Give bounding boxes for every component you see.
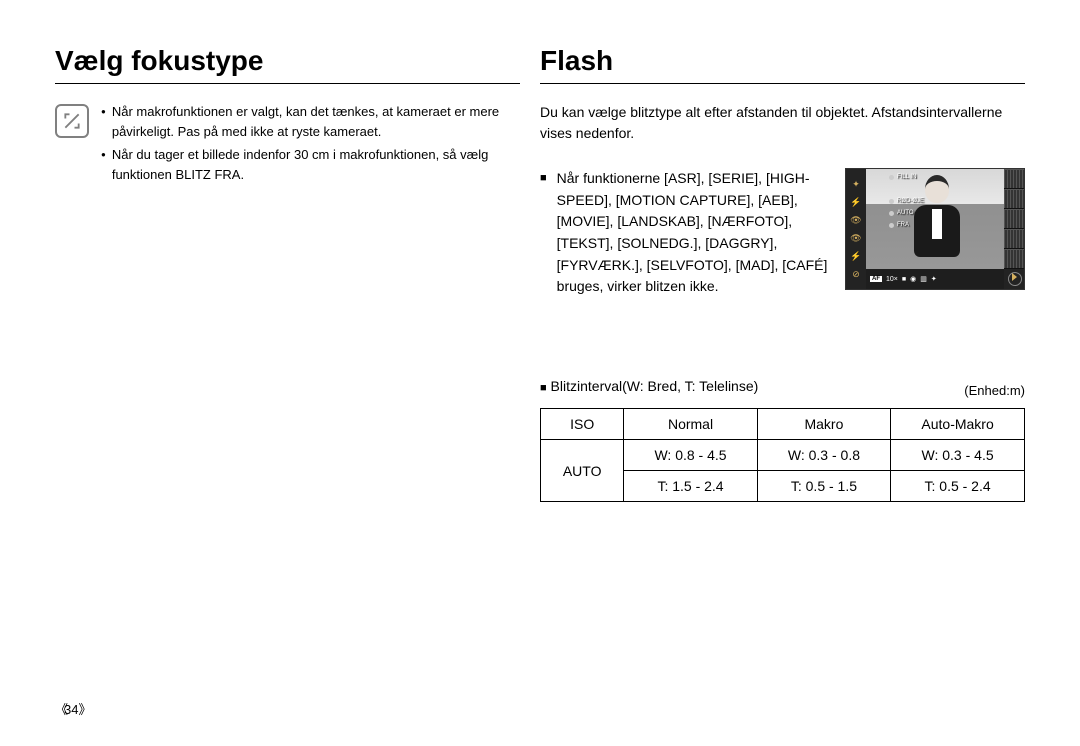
camera-lcd-preview: ✦ ⚡ 👁 👁 ⚡ ⊘ FILL IN RØD-ØJE AUTO xyxy=(845,168,1025,290)
bar-icon: ◉ xyxy=(910,275,916,283)
lcd-left-icons: ✦ ⚡ 👁 👁 ⚡ ⊘ xyxy=(846,169,866,289)
col-header: ISO xyxy=(541,409,624,440)
col-header: Auto-Makro xyxy=(891,409,1025,440)
cell: T: 0.5 - 2.4 xyxy=(891,471,1025,502)
note-icon xyxy=(55,104,89,138)
lcd-label: AUTO xyxy=(897,207,914,219)
note-bullets: Når makrofunktionen er valgt, kan det tæ… xyxy=(101,102,520,188)
lcd-icon: ⚡ xyxy=(848,197,864,208)
zoom-label: 10× xyxy=(886,276,898,283)
square-bullet-icon: ■ xyxy=(540,168,547,188)
right-title: Flash xyxy=(540,45,1025,84)
interval-table-block: ■ Blitzinterval(W: Bred, T: Telelinse) (… xyxy=(540,378,1025,502)
col-header: Normal xyxy=(624,409,757,440)
cell: W: 0.3 - 4.5 xyxy=(891,440,1025,471)
interval-table: ISO Normal Makro Auto-Makro AUTO W: 0.8 … xyxy=(540,408,1025,502)
note-block: Når makrofunktionen er valgt, kan det tæ… xyxy=(55,102,520,188)
lcd-icon: ✦ xyxy=(848,179,864,190)
table-header-row: ISO Normal Makro Auto-Makro xyxy=(541,409,1025,440)
lcd-label: RØD-ØJE xyxy=(897,195,924,207)
lcd-icon: 👁 xyxy=(848,233,864,244)
lcd-overlay-labels: FILL IN RØD-ØJE AUTO FRA xyxy=(889,171,924,231)
note-bullet-text: Når du tager et billede indenfor 30 cm i… xyxy=(112,145,520,184)
left-column: Vælg fokustype Når makrofunktionen er va… xyxy=(55,45,520,502)
right-column: Flash Du kan vælge blitztype alt efter a… xyxy=(540,45,1025,502)
lcd-icon: ⚡ xyxy=(848,251,864,262)
col-header: Makro xyxy=(757,409,890,440)
left-title: Vælg fokustype xyxy=(55,45,520,84)
cell: W: 0.3 - 0.8 xyxy=(757,440,890,471)
lcd-label: FRA xyxy=(897,219,909,231)
page-number: 34 xyxy=(55,699,88,718)
lcd-bottom-bar: AF 10× ■ ◉ ▥ ✦ xyxy=(866,269,1004,289)
table-row: AUTO W: 0.8 - 4.5 W: 0.3 - 0.8 W: 0.3 - … xyxy=(541,440,1025,471)
square-bullet-icon: ■ xyxy=(540,382,547,394)
bar-icon: ✦ xyxy=(931,275,937,283)
lcd-label: FILL IN xyxy=(897,171,916,183)
modes-text: Når funktionerne [ASR], [SERIE], [HIGH-S… xyxy=(557,168,835,298)
lcd-icon: ⊘ xyxy=(848,269,864,280)
play-icon xyxy=(1008,272,1022,286)
lcd-photo: FILL IN RØD-ØJE AUTO FRA xyxy=(866,169,1004,269)
cell: W: 0.8 - 4.5 xyxy=(624,440,757,471)
lcd-right-strip xyxy=(1004,169,1024,289)
bar-icon: ■ xyxy=(902,276,906,283)
row-head: AUTO xyxy=(541,440,624,502)
bar-icon: ▥ xyxy=(920,275,927,283)
af-badge: AF xyxy=(870,276,882,282)
cell: T: 0.5 - 1.5 xyxy=(757,471,890,502)
table-title: Blitzinterval(W: Bred, T: Telelinse) xyxy=(551,378,759,394)
lcd-icon: 👁 xyxy=(848,215,864,226)
cell: T: 1.5 - 2.4 xyxy=(624,471,757,502)
note-bullet-text: Når makrofunktionen er valgt, kan det tæ… xyxy=(112,102,520,141)
flash-intro: Du kan vælge blitztype alt efter afstand… xyxy=(540,102,1025,144)
unit-label: (Enhed:m) xyxy=(964,383,1025,398)
